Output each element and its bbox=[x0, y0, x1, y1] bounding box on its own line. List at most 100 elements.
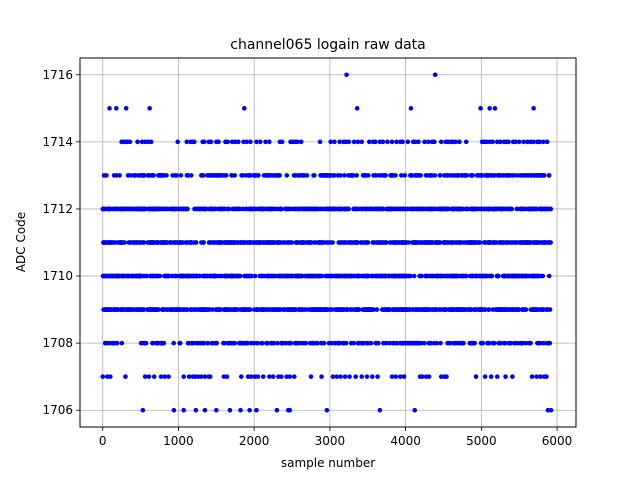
data-point bbox=[162, 374, 168, 379]
data-point bbox=[359, 273, 365, 279]
data-point bbox=[233, 206, 238, 212]
data-point bbox=[294, 240, 299, 245]
data-point bbox=[164, 240, 170, 245]
data-point bbox=[156, 240, 161, 245]
data-point bbox=[263, 139, 268, 145]
data-point bbox=[330, 374, 336, 379]
data-point bbox=[128, 173, 133, 178]
data-point bbox=[274, 407, 280, 413]
data-point bbox=[105, 206, 111, 212]
data-point bbox=[272, 206, 277, 212]
data-point bbox=[175, 139, 180, 145]
data-point bbox=[180, 307, 186, 312]
data-point bbox=[230, 273, 235, 279]
data-point bbox=[342, 374, 348, 379]
data-point bbox=[225, 139, 230, 145]
data-point bbox=[118, 240, 124, 245]
data-point bbox=[207, 374, 213, 379]
data-point bbox=[298, 139, 304, 145]
data-point bbox=[427, 340, 433, 346]
data-point bbox=[419, 307, 425, 312]
data-point bbox=[355, 139, 361, 145]
data-point bbox=[168, 206, 174, 212]
data-point bbox=[181, 407, 187, 413]
chart-title: channel065 logain raw data bbox=[230, 37, 425, 53]
data-point bbox=[233, 273, 239, 279]
data-point bbox=[254, 307, 259, 312]
data-point bbox=[261, 206, 267, 212]
data-point bbox=[260, 374, 266, 379]
data-point bbox=[528, 307, 534, 312]
data-point bbox=[452, 173, 458, 178]
data-point bbox=[340, 307, 345, 312]
data-point bbox=[148, 139, 154, 145]
data-point bbox=[472, 240, 478, 245]
data-point bbox=[320, 240, 326, 245]
data-point bbox=[170, 173, 176, 178]
data-point bbox=[437, 173, 443, 178]
data-point bbox=[134, 307, 140, 312]
data-point bbox=[359, 374, 365, 379]
data-point bbox=[359, 206, 364, 212]
x-tick-label: 4000 bbox=[390, 434, 421, 448]
data-point bbox=[147, 307, 152, 312]
data-point bbox=[255, 240, 261, 245]
data-point bbox=[520, 340, 526, 346]
data-point bbox=[442, 173, 447, 178]
data-point bbox=[294, 273, 300, 279]
data-point bbox=[462, 173, 468, 178]
data-point bbox=[466, 307, 472, 312]
data-point bbox=[360, 173, 366, 178]
data-point bbox=[214, 407, 219, 413]
data-point bbox=[471, 307, 477, 312]
data-point bbox=[516, 273, 522, 279]
x-axis-ticks: 0 1000 2000 3000 4000 5000 6000 bbox=[99, 427, 572, 448]
data-point bbox=[403, 273, 409, 279]
data-point bbox=[474, 273, 479, 279]
data-point bbox=[429, 173, 435, 178]
data-point bbox=[400, 139, 405, 145]
data-point bbox=[377, 407, 383, 413]
data-point bbox=[150, 340, 155, 346]
data-point bbox=[332, 139, 337, 145]
data-point bbox=[511, 173, 517, 178]
data-point bbox=[277, 273, 282, 279]
data-point bbox=[456, 173, 461, 178]
data-point bbox=[470, 273, 476, 279]
data-point bbox=[535, 307, 540, 312]
data-point bbox=[308, 374, 314, 379]
x-tick-label: 5000 bbox=[466, 434, 497, 448]
data-point bbox=[448, 173, 454, 178]
data-point bbox=[250, 240, 256, 245]
data-point bbox=[252, 273, 258, 279]
data-point bbox=[228, 240, 233, 245]
data-point bbox=[499, 240, 504, 245]
data-point bbox=[135, 273, 140, 279]
data-point bbox=[410, 307, 415, 312]
data-point bbox=[419, 374, 425, 379]
data-point bbox=[539, 240, 544, 245]
data-point bbox=[537, 340, 543, 346]
data-point bbox=[242, 106, 247, 111]
data-point bbox=[351, 206, 356, 212]
data-point bbox=[432, 139, 437, 145]
y-tick-label: 1716 bbox=[42, 68, 73, 82]
data-point bbox=[478, 106, 483, 111]
data-point bbox=[174, 206, 180, 212]
data-point bbox=[297, 307, 302, 312]
data-point bbox=[265, 273, 271, 279]
data-point bbox=[267, 206, 273, 212]
data-point bbox=[338, 374, 343, 379]
data-point bbox=[238, 407, 243, 413]
data-point bbox=[515, 206, 520, 212]
data-point bbox=[232, 173, 238, 178]
data-point bbox=[424, 173, 430, 178]
data-point bbox=[146, 173, 152, 178]
data-point bbox=[434, 340, 440, 346]
data-point bbox=[170, 273, 175, 279]
data-point bbox=[383, 273, 389, 279]
data-point bbox=[526, 173, 531, 178]
data-point bbox=[544, 139, 550, 145]
data-point bbox=[544, 374, 549, 379]
data-point bbox=[429, 240, 435, 245]
